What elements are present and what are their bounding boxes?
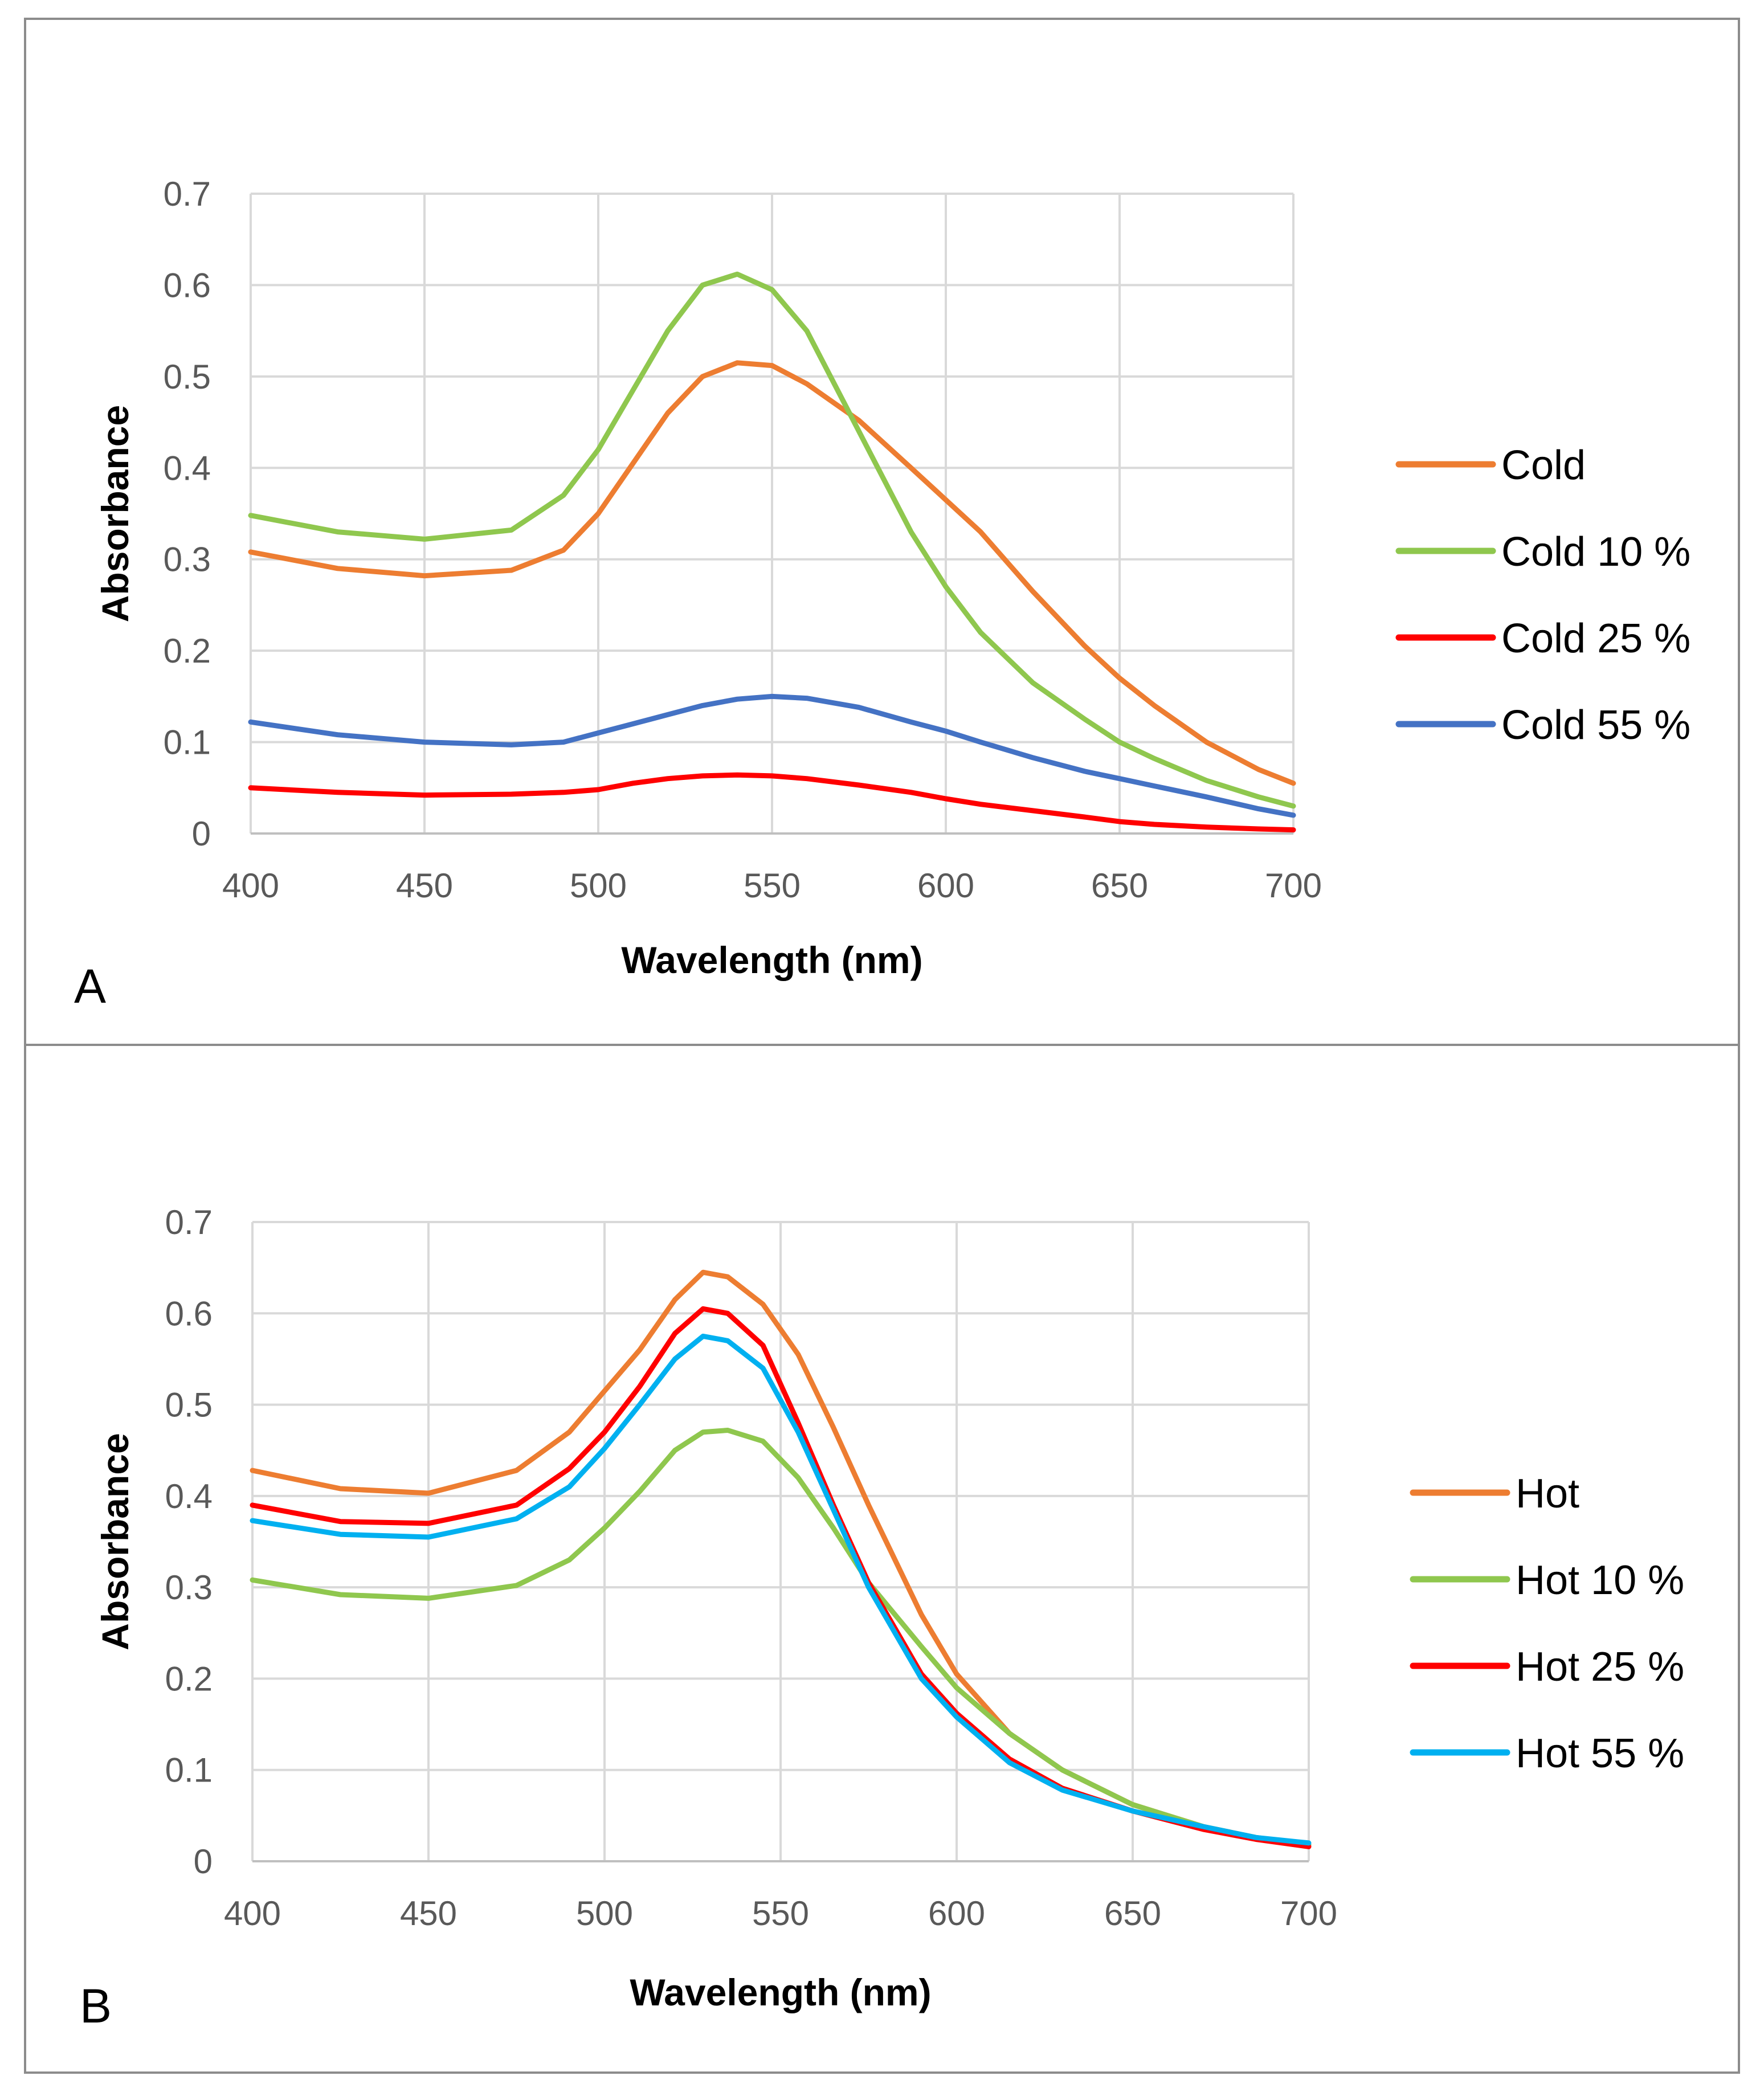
x-axis-title: Wavelength (nm): [621, 939, 922, 981]
plot-lines: [248, 271, 1296, 833]
x-tick-label: 700: [1265, 867, 1322, 905]
x-tick-label: 400: [224, 1894, 281, 1932]
series-line-cold-25: [248, 772, 1296, 833]
x-tick-label: 650: [1091, 867, 1148, 905]
y-tick-label: 0.2: [165, 1660, 213, 1698]
x-tick-label: 450: [400, 1894, 457, 1932]
legend-label: Cold 55 %: [1501, 702, 1690, 748]
x-tick-label: 450: [396, 867, 453, 905]
series-line-hot-10: [250, 1428, 1312, 1848]
legend: Cold Cold 10 % Cold 25 % Cold 55 %: [1395, 443, 1690, 748]
y-tick-label: 0.7: [165, 1203, 213, 1241]
series-line-cold-55: [248, 693, 1296, 818]
y-tick-label: 0.6: [164, 266, 211, 304]
x-tick-label: 550: [752, 1894, 809, 1932]
legend-label: Cold 25 %: [1501, 616, 1690, 661]
panel-label: B: [80, 1979, 112, 2033]
x-tick-label: 550: [744, 867, 801, 905]
y-tick-label: 0.3: [164, 541, 211, 579]
x-axis-title: Wavelength (nm): [630, 1971, 931, 2013]
x-tick-label: 600: [928, 1894, 985, 1932]
y-tick-labels: 0 0.1 0.2 0.3 0.4 0.5 0.6 0.7: [165, 1203, 213, 1881]
y-tick-label: 0.5: [165, 1386, 213, 1424]
y-tick-label: 0.5: [164, 358, 211, 396]
series-line-hot-55: [250, 1333, 1312, 1846]
legend-label: Cold 10 %: [1501, 529, 1690, 575]
y-tick-label: 0.6: [165, 1294, 213, 1333]
y-tick-label: 0.3: [165, 1568, 213, 1607]
y-tick-label: 0: [194, 1842, 213, 1881]
y-axis-title: Absorbance: [94, 405, 136, 622]
y-tick-label: 0.1: [165, 1751, 213, 1789]
legend-label: Hot 55 %: [1516, 1731, 1684, 1776]
x-tick-label: 400: [222, 867, 279, 905]
series-line-cold-10: [248, 271, 1296, 809]
chart-panel-b: 400 450 500 550 600 650 700 0 0.1 0.2 0.3 0.4 0.5 0.…: [80, 1203, 1684, 2033]
x-tick-label: 650: [1104, 1894, 1161, 1932]
panel-label: A: [74, 959, 106, 1013]
series-line-cold: [248, 360, 1296, 786]
x-tick-label: 500: [570, 867, 627, 905]
gridlines: [251, 1221, 1310, 1862]
x-tick-labels: 400 450 500 550 600 650 700: [222, 867, 1322, 905]
x-tick-labels: 400 450 500 550 600 650 700: [224, 1894, 1337, 1932]
y-tick-label: 0.1: [164, 724, 211, 762]
x-tick-label: 700: [1280, 1894, 1337, 1932]
y-tick-label: 0.4: [165, 1477, 213, 1515]
chart-panel-a: 400 450 500 550 600 650 700 0 0.1 0.2 0.3 0.4 0.5 0.…: [74, 175, 1690, 1013]
y-tick-label: 0.7: [164, 175, 211, 213]
legend-label: Cold: [1501, 443, 1586, 488]
legend: Hot Hot 10 % Hot 25 % Hot 55 %: [1410, 1471, 1684, 1776]
legend-label: Hot 10 %: [1516, 1558, 1684, 1603]
y-axis-title: Absorbance: [94, 1433, 136, 1650]
plot-lines: [250, 1269, 1312, 1849]
y-tick-label: 0.4: [164, 449, 211, 487]
x-tick-label: 500: [576, 1894, 633, 1932]
y-tick-labels: 0 0.1 0.2 0.3 0.4 0.5 0.6 0.7: [164, 175, 211, 853]
y-tick-label: 0: [192, 815, 211, 853]
legend-label: Hot 25 %: [1516, 1644, 1684, 1690]
x-tick-label: 600: [917, 867, 974, 905]
legend-label: Hot: [1516, 1471, 1579, 1517]
y-tick-label: 0.2: [164, 632, 211, 670]
